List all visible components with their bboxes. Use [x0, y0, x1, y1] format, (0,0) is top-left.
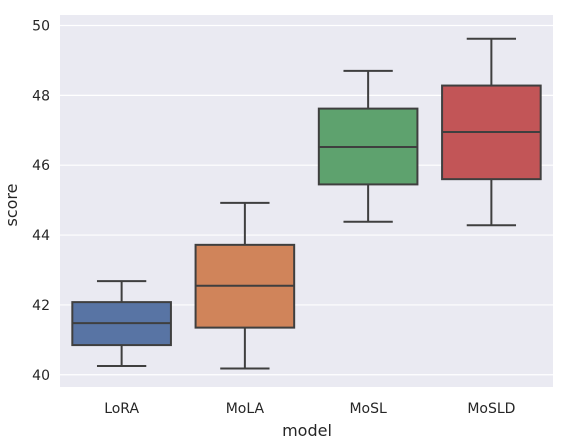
y-tick-labels: 40 42 44 46 48 50	[32, 18, 50, 383]
y-tick-label: 40	[32, 368, 50, 384]
x-tick-label-mola: MoLA	[226, 401, 265, 417]
box-lora	[71, 280, 172, 368]
x-tick-label-mosl: MoSL	[349, 401, 387, 417]
y-tick-label: 46	[32, 158, 50, 174]
x-tick-label-lora: LoRA	[104, 401, 139, 417]
y-tick-label: 42	[32, 298, 50, 314]
y-axis-label: score	[2, 184, 21, 227]
y-tick-label: 50	[32, 18, 50, 34]
y-tick-label: 44	[32, 228, 50, 244]
box-mosl	[317, 69, 419, 223]
y-tick-label: 48	[32, 88, 50, 104]
box-mola	[194, 201, 296, 370]
x-tick-label-mosld: MoSLD	[467, 401, 515, 417]
x-tick-labels: LoRA MoLA MoSL MoSLD	[104, 401, 515, 417]
x-axis-label: model	[282, 421, 332, 440]
box-series	[71, 37, 542, 370]
box-mosld	[441, 37, 542, 227]
